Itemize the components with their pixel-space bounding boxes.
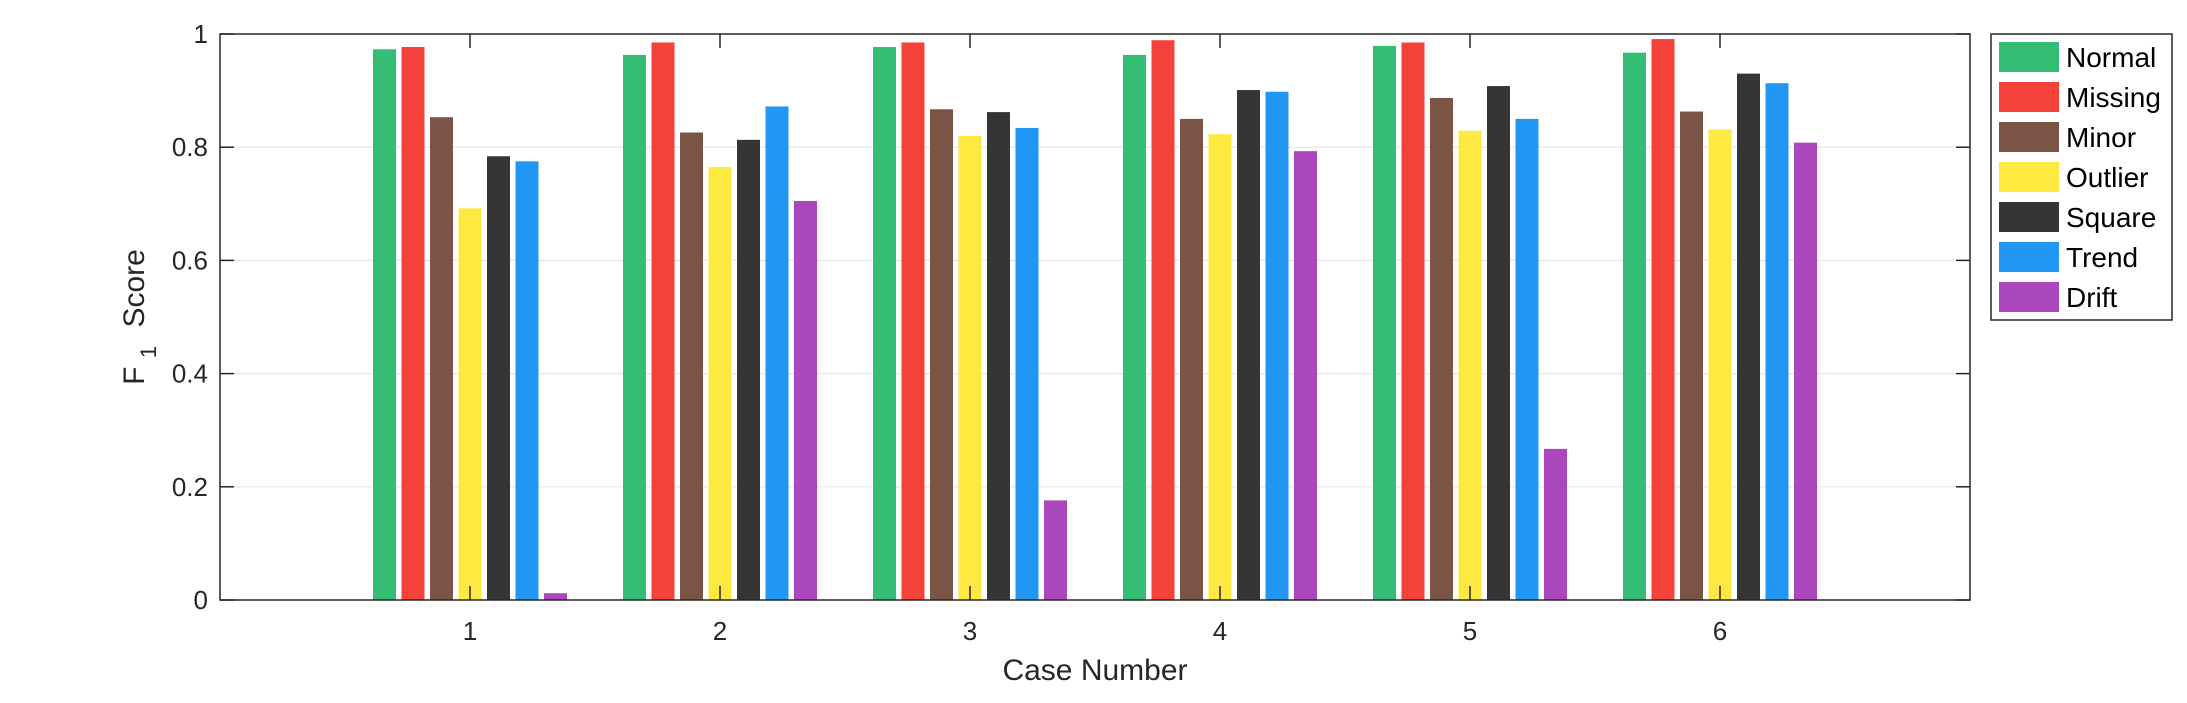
bar-normal-case-3 xyxy=(873,47,896,600)
bar-square-case-2 xyxy=(737,139,760,601)
bar-trend-case-6 xyxy=(1765,83,1789,600)
bar-minor-case-5 xyxy=(1430,97,1453,600)
y-label-main: F xyxy=(118,366,151,384)
bar-drift-case-6 xyxy=(1794,142,1817,600)
bar-minor-case-3 xyxy=(930,109,953,600)
svg-text:F 1 Score: F 1 Score xyxy=(118,249,163,385)
bar-normal-case-4 xyxy=(1123,54,1146,600)
x-tick-label: 2 xyxy=(713,616,727,646)
bar-drift-case-1 xyxy=(544,593,567,600)
x-tick-labels: 1 2 3 4 5 6 xyxy=(463,616,1727,646)
y-tick-label: 0.8 xyxy=(172,132,208,162)
bar-drift-case-5 xyxy=(1544,448,1567,600)
bar-square-case-4 xyxy=(1237,90,1260,600)
bar-drift-case-3 xyxy=(1044,500,1067,600)
bar-trend-case-1 xyxy=(515,161,539,600)
x-axis-label: Case Number xyxy=(1002,654,1187,687)
y-tick-label: 0.4 xyxy=(172,359,208,389)
bar-square-case-6 xyxy=(1737,73,1760,601)
bar-outlier-case-6 xyxy=(1708,129,1732,601)
bar-missing-case-1 xyxy=(401,47,425,600)
bar-drift-case-2 xyxy=(794,200,817,600)
y-tick-label: 0 xyxy=(194,585,208,615)
bar-outlier-case-3 xyxy=(958,135,982,600)
legend-label-outlier: Outlier xyxy=(2066,162,2148,193)
bars xyxy=(373,39,1817,601)
bar-minor-case-6 xyxy=(1680,111,1703,601)
bar-drift-case-4 xyxy=(1294,151,1317,601)
legend-label-missing: Missing xyxy=(2066,82,2161,113)
bar-outlier-case-4 xyxy=(1208,134,1232,600)
bar-normal-case-2 xyxy=(623,54,646,600)
legend-swatch-missing xyxy=(1999,82,2059,112)
legend-label-normal: Normal xyxy=(2066,42,2156,73)
legend-label-trend: Trend xyxy=(2066,242,2138,273)
y-tick-label: 1 xyxy=(194,19,208,49)
plot-frame xyxy=(219,33,1971,601)
bar-trend-case-3 xyxy=(1015,127,1039,601)
bar-missing-case-4 xyxy=(1151,40,1175,600)
bar-minor-case-4 xyxy=(1180,118,1203,601)
x-tick-label: 4 xyxy=(1213,616,1227,646)
legend-swatch-square xyxy=(1999,202,2059,232)
bar-minor-case-2 xyxy=(680,132,703,600)
bar-missing-case-5 xyxy=(1401,42,1425,601)
legend-swatch-outlier xyxy=(1999,162,2059,192)
x-tick-label: 6 xyxy=(1713,616,1727,646)
bar-minor-case-1 xyxy=(430,117,453,601)
bar-trend-case-4 xyxy=(1265,91,1289,601)
bar-normal-case-1 xyxy=(373,49,396,601)
bar-normal-case-5 xyxy=(1373,45,1396,601)
bar-missing-case-3 xyxy=(901,42,925,601)
bar-square-case-1 xyxy=(487,156,510,601)
bar-square-case-5 xyxy=(1487,86,1510,600)
grid-lines xyxy=(220,146,1970,488)
legend-label-drift: Drift xyxy=(2066,282,2118,313)
legend-swatch-minor xyxy=(1999,122,2059,152)
bar-trend-case-5 xyxy=(1515,118,1539,601)
bar-square-case-3 xyxy=(987,112,1010,600)
legend-swatch-trend xyxy=(1999,242,2059,272)
y-tick-label: 0.6 xyxy=(172,245,208,275)
bar-outlier-case-2 xyxy=(708,167,732,600)
bar-trend-case-2 xyxy=(765,106,789,600)
y-axis-label: F 1 Score xyxy=(118,249,163,385)
x-tick-label: 5 xyxy=(1463,616,1477,646)
y-tick-labels: 0 0.2 0.4 0.6 0.8 1 xyxy=(172,19,208,615)
plot-area xyxy=(220,34,1970,600)
y-tick-label: 0.2 xyxy=(172,472,208,502)
y-label-tail: Score xyxy=(118,249,151,327)
y-label-subscript: 1 xyxy=(136,346,161,358)
bar-outlier-case-1 xyxy=(458,208,482,600)
legend: Normal Missing Minor Outlier Square Trend Drif… xyxy=(1990,33,2173,321)
bar-outlier-case-5 xyxy=(1458,130,1482,600)
legend-label-minor: Minor xyxy=(2066,122,2136,153)
bar-missing-case-6 xyxy=(1651,39,1675,601)
bar-missing-case-2 xyxy=(651,42,675,601)
x-tick-label: 1 xyxy=(463,616,477,646)
legend-label-square: Square xyxy=(2066,202,2156,233)
x-tick-label: 3 xyxy=(963,616,977,646)
bar-normal-case-6 xyxy=(1623,52,1646,601)
legend-swatch-drift xyxy=(1999,282,2059,312)
legend-swatch-normal xyxy=(1999,42,2059,72)
axis-ticks xyxy=(220,33,1970,601)
